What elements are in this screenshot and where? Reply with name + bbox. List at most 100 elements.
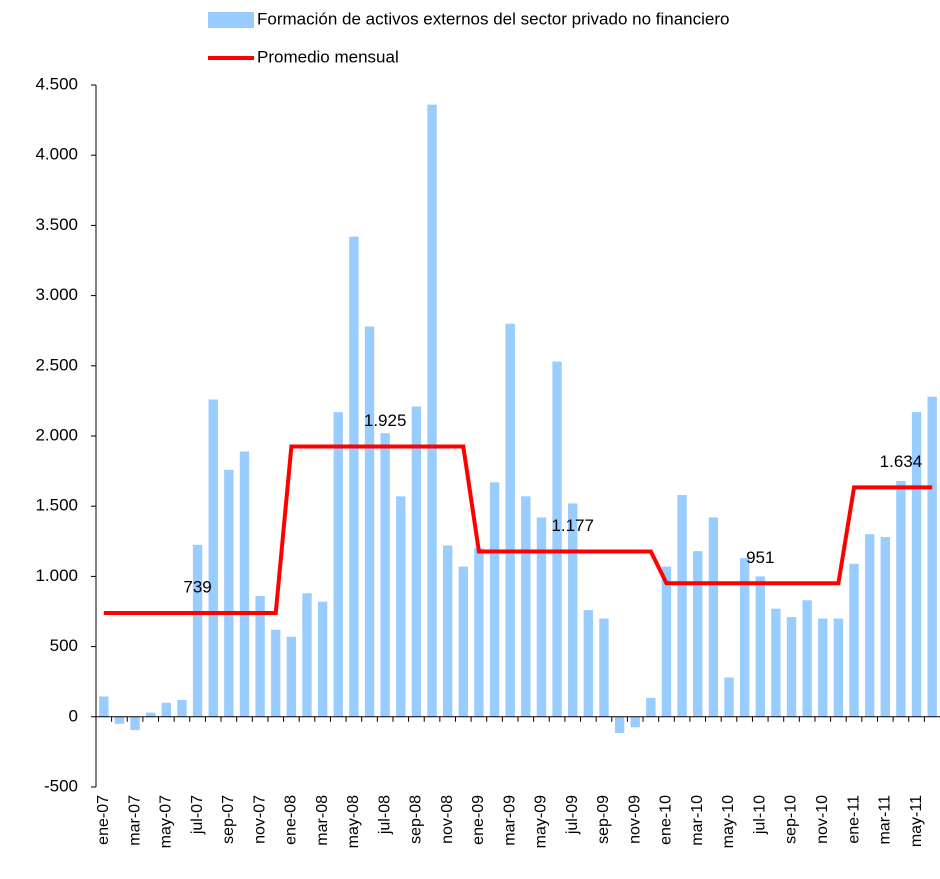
- bar: [771, 608, 781, 717]
- bar: [255, 596, 265, 717]
- bar: [177, 699, 187, 717]
- bar: [802, 600, 812, 717]
- x-tick-label: ene-11: [845, 795, 862, 844]
- bar: [161, 702, 172, 717]
- data-label: 1.177: [551, 516, 594, 535]
- bar: [114, 716, 125, 724]
- y-tick-label: 4.500: [35, 74, 78, 93]
- bar: [724, 677, 734, 717]
- bar: [521, 496, 531, 717]
- y-tick-label: 1.000: [35, 566, 78, 585]
- bar: [489, 482, 500, 717]
- bar: [302, 593, 312, 717]
- y-tick-label: 2.000: [35, 425, 78, 444]
- bar: [552, 361, 562, 717]
- x-tick-label: nov-08: [439, 795, 456, 844]
- bar: [739, 558, 750, 717]
- bar: [927, 396, 937, 717]
- bar: [192, 544, 203, 717]
- y-tick-label: 2.500: [35, 355, 78, 374]
- x-tick-label: may-07: [158, 795, 175, 848]
- bar: [583, 610, 594, 717]
- x-tick-label: nov-07: [251, 795, 268, 844]
- x-tick-label: nov-10: [814, 795, 831, 844]
- data-label: 1.634: [880, 452, 923, 471]
- y-tick-label: 4.000: [35, 145, 78, 164]
- data-label: 739: [183, 578, 211, 597]
- bar: [411, 406, 422, 717]
- legend-label: Formación de activos externos del sector…: [257, 9, 729, 28]
- y-tick-label: 1.500: [35, 496, 78, 515]
- bar: [833, 618, 844, 717]
- x-tick-label: sep-08: [408, 795, 425, 844]
- bar: [474, 548, 484, 717]
- bar: [568, 503, 578, 717]
- bar: [380, 433, 390, 717]
- bar: [536, 517, 547, 717]
- bar: [661, 566, 672, 717]
- bar: [317, 601, 328, 717]
- x-tick-label: mar-09: [501, 795, 518, 846]
- bar: [208, 399, 218, 717]
- bar: [99, 696, 109, 717]
- data-label: 951: [746, 548, 774, 567]
- bar: [333, 412, 343, 717]
- x-tick-label: jul-10: [751, 795, 768, 835]
- y-tick-label: 3.500: [35, 215, 78, 234]
- x-tick-label: ene-10: [658, 795, 675, 845]
- bar: [130, 716, 140, 731]
- x-tick-label: mar-11: [877, 795, 894, 845]
- bar: [458, 566, 468, 717]
- x-tick-label: may-09: [533, 795, 550, 848]
- x-tick-label: sep-09: [595, 795, 612, 844]
- bar: [505, 323, 515, 717]
- x-tick-label: ene-08: [283, 795, 300, 845]
- x-tick-label: jul-08: [376, 795, 393, 835]
- y-tick-label: 3.000: [35, 285, 78, 304]
- bar: [224, 469, 234, 717]
- bar: [271, 629, 281, 717]
- bar: [442, 545, 453, 717]
- x-tick-label: mar-10: [689, 795, 706, 846]
- bar: [239, 451, 250, 717]
- x-tick-label: may-10: [720, 795, 737, 848]
- bar: [786, 617, 797, 717]
- x-tick-label: jul-09: [564, 795, 581, 835]
- y-tick-label: 500: [50, 636, 78, 655]
- bar: [349, 236, 359, 717]
- bar: [146, 712, 156, 717]
- bar: [427, 104, 437, 717]
- bar: [286, 636, 297, 717]
- x-tick-label: mar-08: [314, 795, 331, 846]
- y-tick-label: -500: [44, 776, 78, 795]
- x-tick-label: sep-07: [220, 795, 237, 844]
- legend-swatch: [208, 12, 254, 28]
- bar: [396, 496, 406, 717]
- legend-label: Promedio mensual: [257, 47, 399, 66]
- data-label: 1.925: [364, 411, 407, 430]
- bar: [630, 716, 640, 728]
- bar: [896, 480, 906, 717]
- x-tick-label: jul-07: [189, 795, 206, 835]
- bar: [864, 534, 875, 717]
- bar: [849, 563, 859, 717]
- bar: [364, 326, 375, 717]
- bar: [708, 517, 719, 717]
- x-tick-label: nov-09: [626, 795, 643, 844]
- bar: [646, 697, 656, 717]
- line: [103, 444, 933, 616]
- x-tick-label: ene-07: [95, 795, 112, 845]
- bar: [693, 551, 703, 717]
- bar: [880, 537, 890, 717]
- x-tick-label: may-08: [345, 795, 362, 848]
- bar: [755, 576, 765, 717]
- x-tick-label: mar-07: [126, 795, 143, 846]
- bar: [911, 412, 922, 717]
- bar: [677, 494, 687, 717]
- bar: [599, 618, 609, 717]
- x-tick-label: may-11: [908, 795, 925, 847]
- x-tick-label: sep-10: [783, 795, 800, 844]
- bar: [614, 716, 625, 733]
- x-tick-label: ene-09: [470, 795, 487, 845]
